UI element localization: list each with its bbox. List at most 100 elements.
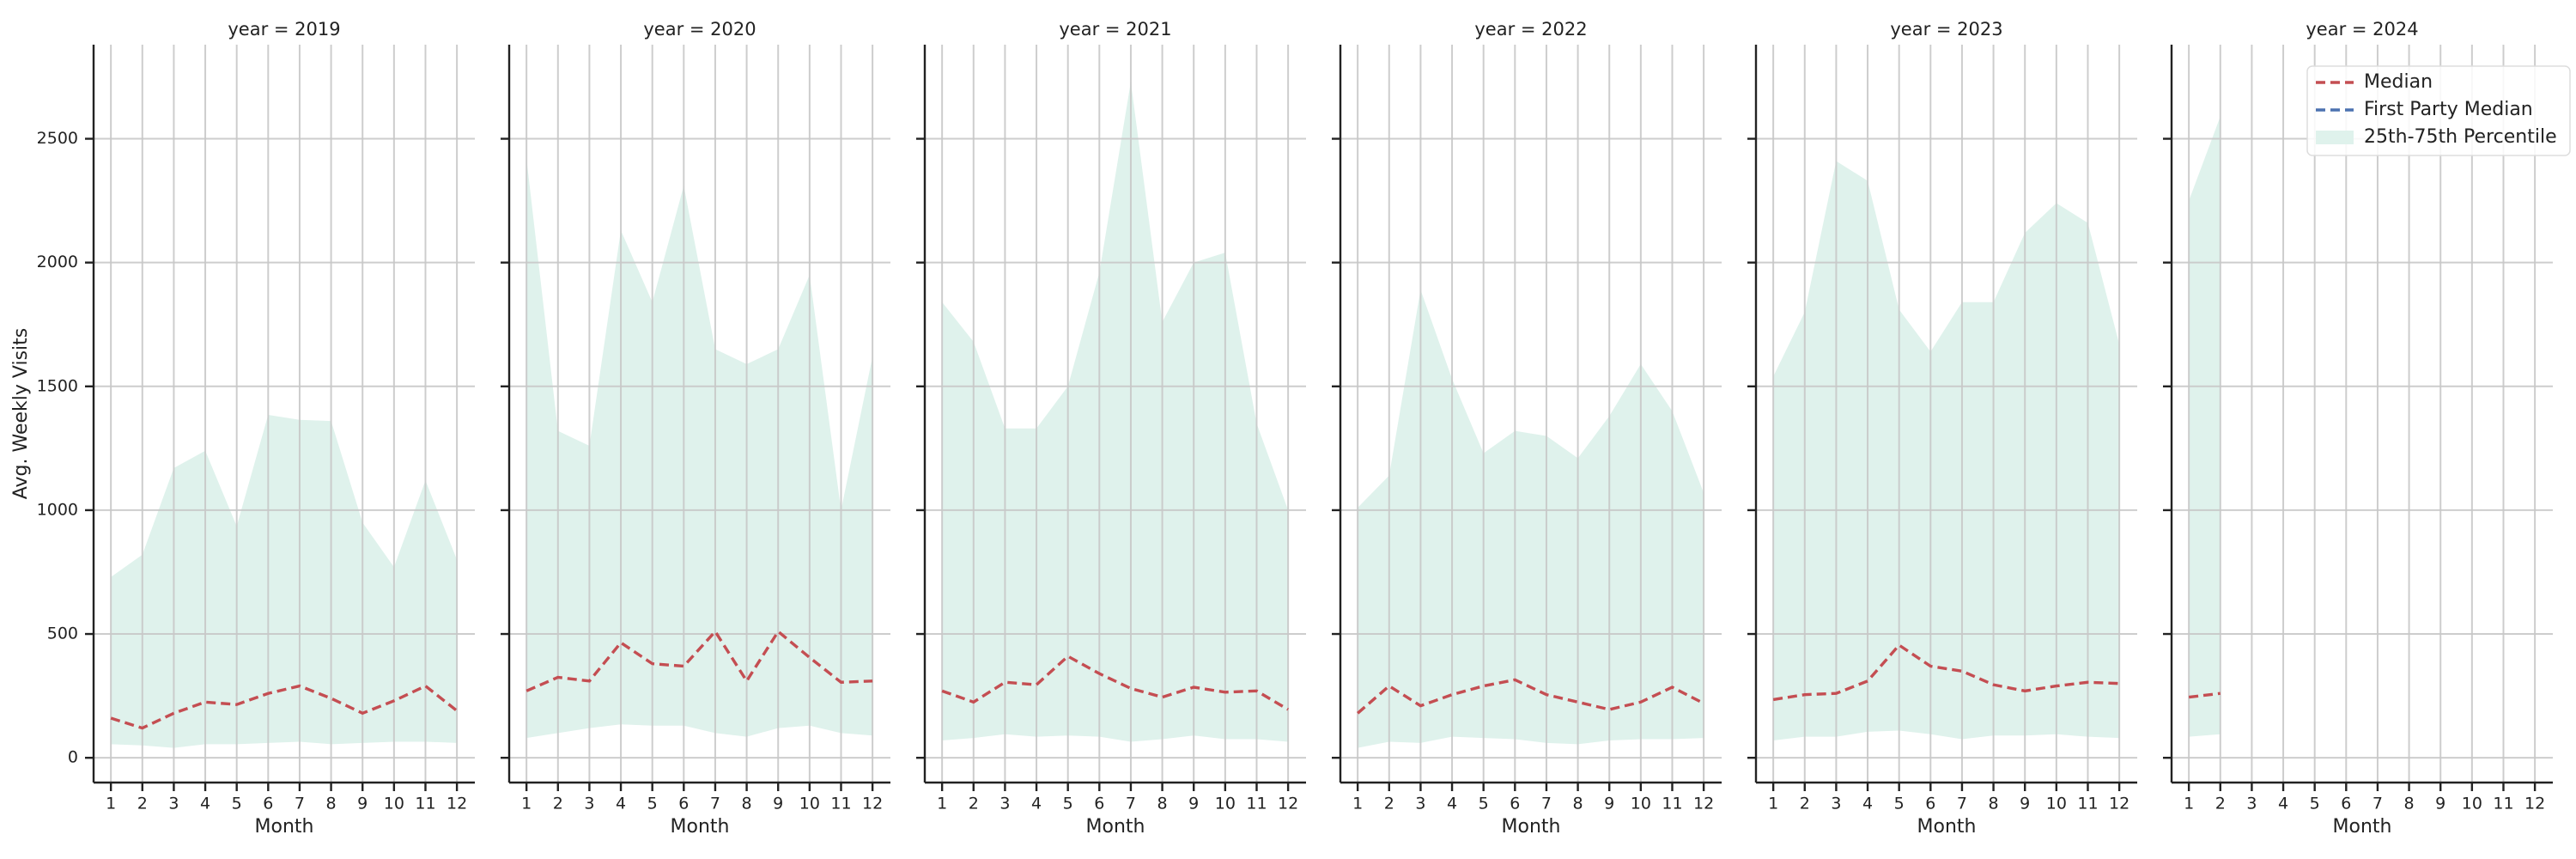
panel-title: year = 2020 — [643, 19, 756, 40]
panel-title: year = 2023 — [1890, 19, 2002, 40]
x-tick-label: 4 — [616, 795, 626, 813]
percentile-band — [1358, 289, 1704, 748]
y-axis-label: Avg. Weekly Visits — [10, 328, 32, 499]
x-tick-label: 3 — [999, 795, 1010, 813]
x-tick-label: 8 — [2404, 795, 2415, 813]
median-line — [1772, 643, 2120, 702]
x-tick-label: 10 — [2462, 795, 2482, 813]
x-axis-label: Month — [255, 816, 314, 838]
x-tick-label: 2 — [2215, 795, 2226, 813]
x-tick-label: 1 — [1352, 795, 1363, 813]
x-tick-label: 9 — [773, 795, 783, 813]
x-tick-label: 9 — [1188, 795, 1199, 813]
x-tick-label: 7 — [295, 795, 305, 813]
percentile-band — [1773, 161, 2120, 740]
x-tick-label: 6 — [2341, 795, 2351, 813]
x-tick-label: 6 — [1510, 795, 1520, 813]
x-tick-label: 2 — [969, 795, 979, 813]
x-tick-label: 4 — [200, 795, 210, 813]
x-tick-label: 2 — [553, 795, 563, 813]
x-axis-label: Month — [671, 816, 730, 838]
y-tick-label: 0 — [68, 748, 78, 767]
x-tick-label: 11 — [1662, 795, 1682, 813]
x-tick-label: 3 — [2246, 795, 2257, 813]
x-tick-label: 6 — [1925, 795, 1935, 813]
x-tick-label: 7 — [2372, 795, 2383, 813]
x-tick-label: 1 — [937, 795, 947, 813]
x-tick-label: 2 — [1800, 795, 1810, 813]
y-tick-label: 1000 — [37, 500, 78, 519]
x-axis-label: Month — [2333, 816, 2392, 838]
x-tick-label: 12 — [447, 795, 467, 813]
legend-label: Median — [2364, 71, 2433, 93]
x-tick-label: 3 — [1415, 795, 1425, 813]
x-tick-label: 11 — [2077, 795, 2098, 813]
x-tick-label: 6 — [678, 795, 689, 813]
panel: year = 2019 Month Avg. Weekly Visits 0 500 10… — [10, 19, 475, 838]
x-tick-label: 9 — [357, 795, 368, 813]
x-tick-label: 5 — [1063, 795, 1073, 813]
x-tick-label: 10 — [384, 795, 404, 813]
legend-box — [2306, 65, 2571, 156]
x-tick-label: 4 — [1031, 795, 1042, 813]
x-tick-label: 1 — [1768, 795, 1778, 813]
x-tick-label: 12 — [862, 795, 883, 813]
x-tick-label: 11 — [1246, 795, 1267, 813]
legend-label: First Party Median — [2364, 99, 2533, 120]
x-axis-label: Month — [1086, 816, 1145, 838]
percentile-band — [2189, 116, 2221, 737]
x-tick-label: 3 — [1831, 795, 1841, 813]
y-tick-label: 2500 — [37, 129, 78, 148]
x-tick-label: 11 — [830, 795, 851, 813]
x-tick-label: 7 — [1957, 795, 1967, 813]
x-tick-label: 5 — [1479, 795, 1489, 813]
x-tick-label: 2 — [1384, 795, 1394, 813]
x-tick-label: 1 — [106, 795, 116, 813]
x-tick-label: 6 — [263, 795, 273, 813]
x-tick-label: 4 — [1862, 795, 1873, 813]
x-tick-label: 7 — [710, 795, 720, 813]
x-axis-label: Month — [1917, 816, 1977, 838]
percentile-band — [526, 158, 873, 739]
x-tick-label: 10 — [1631, 795, 1651, 813]
x-tick-label: 5 — [647, 795, 658, 813]
y-tick-label: 500 — [47, 624, 78, 643]
x-tick-label: 5 — [2310, 795, 2320, 813]
x-tick-label: 8 — [1157, 795, 1168, 813]
median-line — [110, 684, 459, 730]
x-tick-label: 11 — [2493, 795, 2513, 813]
median-line — [1357, 678, 1704, 715]
y-tick-label: 1500 — [37, 376, 78, 395]
x-tick-label: 12 — [2524, 795, 2545, 813]
x-tick-label: 6 — [1094, 795, 1104, 813]
x-tick-label: 10 — [799, 795, 820, 813]
legend-swatch — [2316, 131, 2354, 144]
x-tick-label: 8 — [326, 795, 337, 813]
median-line — [526, 629, 873, 692]
x-tick-label: 1 — [521, 795, 532, 813]
y-tick-label: 2000 — [37, 253, 78, 271]
x-tick-label: 10 — [2046, 795, 2067, 813]
x-tick-label: 12 — [1278, 795, 1298, 813]
x-tick-label: 8 — [1573, 795, 1583, 813]
x-tick-label: 9 — [2435, 795, 2445, 813]
panel-title: year = 2019 — [228, 19, 340, 40]
x-tick-label: 2 — [137, 795, 148, 813]
percentile-band — [111, 414, 458, 748]
x-tick-label: 8 — [742, 795, 752, 813]
panel-title: year = 2021 — [1059, 19, 1171, 40]
x-tick-label: 5 — [1894, 795, 1905, 813]
x-tick-label: 5 — [232, 795, 242, 813]
x-axis-label: Month — [1502, 816, 1561, 838]
percentile-band — [942, 82, 1289, 742]
panel-title: year = 2024 — [2306, 19, 2418, 40]
x-tick-label: 11 — [415, 795, 435, 813]
x-tick-label: 9 — [1604, 795, 1614, 813]
